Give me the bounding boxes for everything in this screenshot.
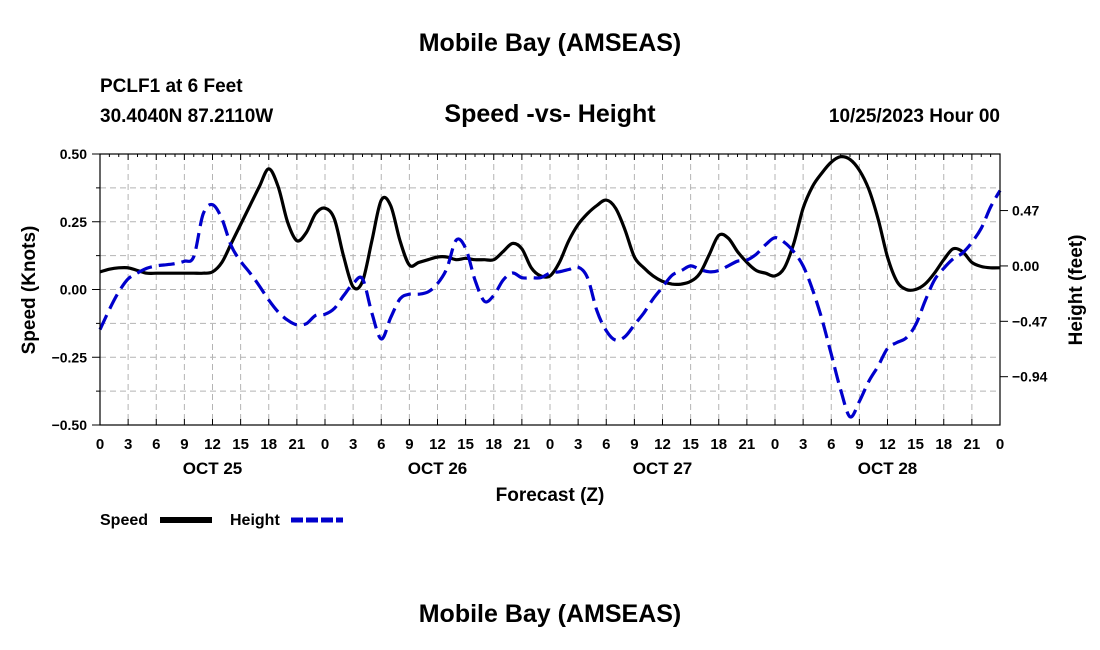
x-tick-label: 21 [514, 436, 531, 453]
x-tick-label: 6 [152, 436, 160, 453]
y2-tick-label: 0.47 [1012, 203, 1039, 219]
x-tick-label: 18 [260, 436, 277, 453]
x-tick-label: 0 [96, 436, 104, 453]
x-tick-label: 12 [204, 436, 221, 453]
x-tick-label: 0 [996, 436, 1004, 453]
y-tick-label: −0.50 [52, 417, 88, 433]
y-tick-label: 0.50 [60, 146, 87, 162]
station-id: PCLF1 at 6 Feet [100, 76, 243, 97]
series-layer [98, 155, 1002, 419]
main-title: Mobile Bay (AMSEAS) [418, 29, 682, 57]
legend-height-label: Height [230, 512, 280, 529]
plot-title: Speed -vs- Height [444, 100, 656, 128]
y-axis-label-height: Height (feet) [1066, 235, 1087, 346]
y2-tick-label: −0.47 [1012, 313, 1048, 329]
x-tick-label: 12 [429, 436, 446, 453]
x-tick-label: 15 [682, 436, 699, 453]
x-tick-label: 3 [799, 436, 807, 453]
y-tick-label: 0.25 [60, 214, 87, 230]
y-axis-label-speed: Speed (Knots) [19, 226, 40, 355]
x-tick-label: 9 [180, 436, 188, 453]
day-label: OCT 26 [408, 459, 468, 478]
grid [100, 154, 1000, 425]
day-label: OCT 28 [858, 459, 918, 478]
x-tick-label: 6 [827, 436, 835, 453]
x-tick-label: 21 [964, 436, 981, 453]
x-tick-label: 15 [232, 436, 249, 453]
x-tick-label: 12 [654, 436, 671, 453]
x-tick-label: 0 [546, 436, 554, 453]
x-tick-label: 3 [349, 436, 357, 453]
x-tick-label: 9 [405, 436, 413, 453]
x-tick-label: 18 [935, 436, 952, 453]
y-tick-label: 0.00 [60, 282, 87, 298]
series-line-speed [99, 155, 1001, 292]
x-tick-label: 6 [602, 436, 610, 453]
x-tick-label: 21 [289, 436, 306, 453]
x-tick-label: 12 [879, 436, 896, 453]
x-tick-label: 0 [771, 436, 779, 453]
y2-tick-label: −0.94 [1012, 369, 1048, 385]
legend: Speed Height [100, 512, 343, 529]
x-axis-label: Forecast (Z) [496, 485, 605, 506]
x-tick-label: 9 [630, 436, 638, 453]
axes: 0 3 6 9 12 15 18 21 0 3 6 9 12 15 18 21 0 3 6 9 12 15 18 21 0 3 6 9… [52, 146, 1048, 478]
x-tick-label: 21 [739, 436, 756, 453]
series-line-height [98, 189, 1002, 419]
x-tick-label: 15 [457, 436, 474, 453]
legend-speed-label: Speed [100, 512, 148, 529]
y-tick-label: −0.25 [52, 349, 88, 365]
y2-tick-label: 0.00 [1012, 258, 1039, 274]
day-label: OCT 27 [633, 459, 693, 478]
x-tick-label: 15 [907, 436, 924, 453]
x-tick-label: 18 [710, 436, 727, 453]
station-coordinates: 30.4040N 87.2110W [100, 106, 274, 127]
footer-title: Mobile Bay (AMSEAS) [418, 600, 682, 628]
forecast-timestamp: 10/25/2023 Hour 00 [828, 106, 1000, 127]
x-tick-label: 3 [124, 436, 132, 453]
x-tick-label: 6 [377, 436, 385, 453]
x-tick-label: 9 [855, 436, 863, 453]
day-label: OCT 25 [183, 459, 243, 478]
x-tick-label: 18 [485, 436, 502, 453]
x-tick-label: 3 [574, 436, 582, 453]
x-tick-label: 0 [321, 436, 329, 453]
